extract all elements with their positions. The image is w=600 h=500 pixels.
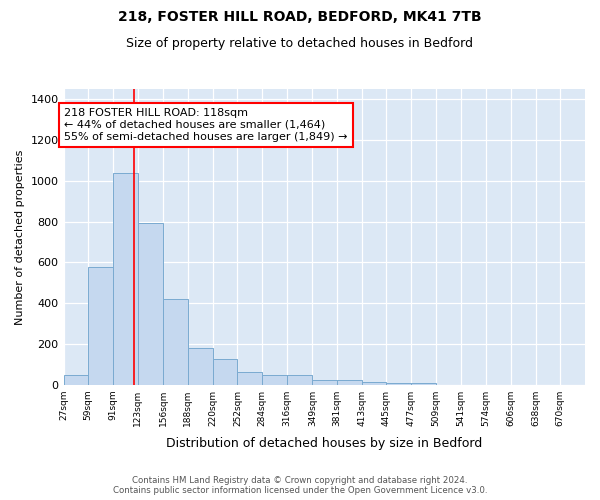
Bar	[88, 268, 113, 384]
Bar	[337, 380, 362, 384]
Bar	[212, 359, 238, 384]
Bar	[312, 380, 337, 384]
Bar	[64, 375, 88, 384]
Text: Contains HM Land Registry data © Crown copyright and database right 2024.
Contai: Contains HM Land Registry data © Crown c…	[113, 476, 487, 495]
Bar	[113, 172, 138, 384]
Bar	[362, 382, 386, 384]
Bar	[386, 382, 411, 384]
Y-axis label: Number of detached properties: Number of detached properties	[15, 149, 25, 324]
Bar	[163, 299, 188, 384]
Text: 218 FOSTER HILL ROAD: 118sqm
← 44% of detached houses are smaller (1,464)
55% of: 218 FOSTER HILL ROAD: 118sqm ← 44% of de…	[64, 108, 348, 142]
Bar	[262, 375, 287, 384]
Bar	[238, 372, 262, 384]
Text: Size of property relative to detached houses in Bedford: Size of property relative to detached ho…	[127, 38, 473, 51]
X-axis label: Distribution of detached houses by size in Bedford: Distribution of detached houses by size …	[166, 437, 482, 450]
Bar	[188, 348, 212, 385]
Text: 218, FOSTER HILL ROAD, BEDFORD, MK41 7TB: 218, FOSTER HILL ROAD, BEDFORD, MK41 7TB	[118, 10, 482, 24]
Bar	[138, 222, 163, 384]
Bar	[287, 375, 312, 384]
Bar	[411, 382, 436, 384]
